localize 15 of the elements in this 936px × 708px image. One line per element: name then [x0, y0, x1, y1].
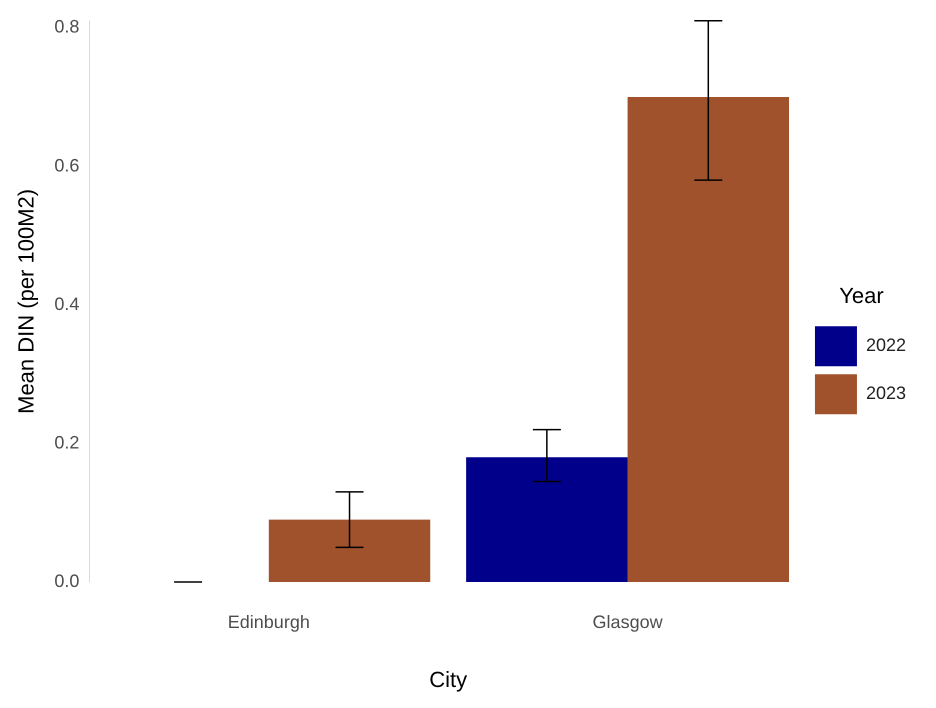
- legend-label: 2022: [866, 335, 906, 356]
- bar: [268, 520, 430, 582]
- y-tick-label: 0.2: [54, 432, 80, 452]
- y-tick-label: 0.6: [54, 155, 80, 176]
- legend-title: Year: [839, 282, 884, 308]
- x-tick-label: Edinburgh: [228, 612, 310, 632]
- y-tick-label: 0.0: [54, 570, 80, 591]
- bar: [628, 97, 790, 582]
- x-axis-title: City: [429, 666, 468, 692]
- y-tick-label: 0.4: [54, 294, 80, 314]
- legend-label: 2023: [866, 383, 906, 404]
- y-axis-title: Mean DIN (per 100M2): [13, 188, 38, 414]
- y-tick-label: 0.8: [54, 16, 80, 37]
- x-tick-label: Glasgow: [592, 612, 664, 632]
- bar: [466, 457, 628, 582]
